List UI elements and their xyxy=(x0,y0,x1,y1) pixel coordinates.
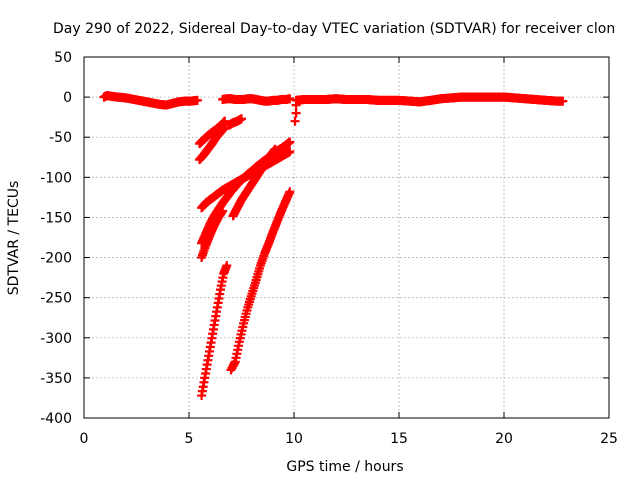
y-tick-labels: -400 -350 -300 -250 -200 -150 -100 -50 0 50 xyxy=(40,50,72,427)
data-point xyxy=(285,94,295,104)
data-points xyxy=(99,91,568,401)
y-axis-label: SDTVAR / TECUs xyxy=(6,181,22,296)
y-tick-label: -150 xyxy=(40,210,72,226)
y-tick-label: -350 xyxy=(40,371,72,387)
data-point xyxy=(222,261,232,271)
data-point xyxy=(290,116,300,126)
x-tick-label: 10 xyxy=(285,431,303,447)
y-tick-label: -300 xyxy=(40,331,72,347)
plot-frame xyxy=(83,56,610,419)
grid xyxy=(84,57,609,418)
axis-ticks xyxy=(83,56,610,419)
data-point xyxy=(285,147,295,157)
x-tick-label: 25 xyxy=(600,431,618,447)
y-tick-label: -400 xyxy=(40,411,72,427)
x-tick-label: 15 xyxy=(390,431,408,447)
x-tick-label: 5 xyxy=(185,431,194,447)
data-point xyxy=(192,95,202,105)
y-tick-label: 0 xyxy=(63,90,72,106)
chart-title: Day 290 of 2022, Sidereal Day-to-day VTE… xyxy=(53,21,615,37)
y-tick-label: 50 xyxy=(54,50,72,66)
x-tick-label: 20 xyxy=(495,431,513,447)
y-tick-label: -200 xyxy=(40,251,72,267)
data-point xyxy=(558,96,568,106)
y-tick-label: -50 xyxy=(49,130,72,146)
x-tick-labels: 0 5 10 15 20 25 xyxy=(80,431,618,447)
y-tick-label: -100 xyxy=(40,170,72,186)
x-tick-label: 0 xyxy=(80,431,89,447)
data-point xyxy=(285,187,295,197)
data-point xyxy=(237,114,246,124)
x-axis-label: GPS time / hours xyxy=(286,459,403,475)
y-tick-label: -250 xyxy=(40,291,72,307)
data-point xyxy=(285,137,295,147)
data-point xyxy=(291,108,301,118)
data-point xyxy=(218,206,228,216)
data-point xyxy=(270,144,280,154)
